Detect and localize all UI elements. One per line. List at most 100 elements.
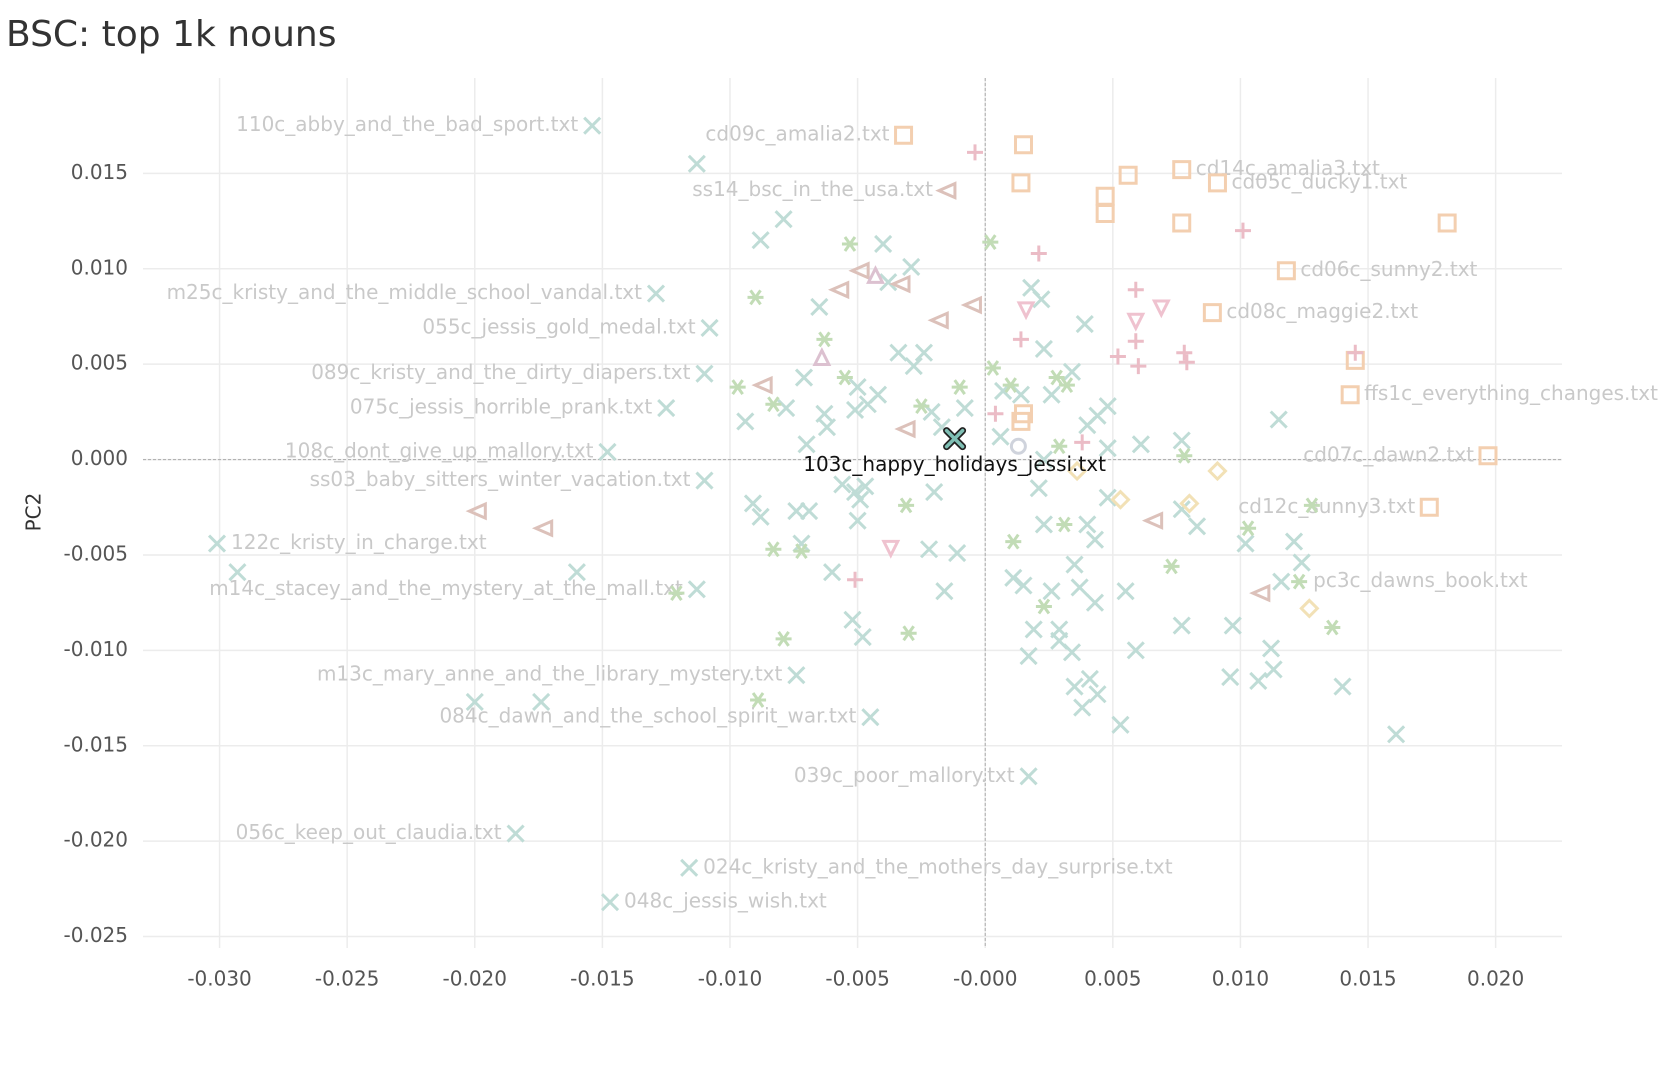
point	[935, 582, 954, 601]
point-label: cd08c_maggie2.txt	[1226, 299, 1418, 323]
point	[845, 400, 865, 420]
point	[1340, 385, 1360, 405]
point	[1292, 553, 1311, 572]
point	[1013, 135, 1033, 155]
point-label: 089c_kristy_and_the_dirty_diapers.txt	[311, 360, 690, 384]
point	[841, 236, 858, 252]
point	[687, 580, 706, 599]
highlight-point	[944, 428, 965, 449]
point	[1095, 203, 1115, 223]
point	[1126, 641, 1145, 660]
point	[1058, 377, 1075, 394]
point	[1019, 767, 1038, 786]
point	[800, 502, 819, 521]
point-label: m13c_mary_anne_and_the_library_mystery.t…	[317, 662, 783, 686]
point-label: 048c_jessis_wish.txt	[624, 889, 827, 913]
point	[657, 399, 676, 418]
point	[687, 154, 706, 173]
point	[848, 511, 867, 530]
point	[792, 534, 811, 553]
point	[1078, 515, 1097, 534]
point-label: 039c_poor_mallory.txt	[794, 763, 1015, 787]
point	[583, 116, 602, 135]
point-label: m14c_stacey_and_the_mystery_at_the_mall.…	[209, 576, 683, 600]
point	[1478, 446, 1498, 466]
point	[817, 418, 837, 437]
point	[898, 497, 915, 514]
point	[879, 273, 898, 292]
point	[743, 494, 763, 513]
point	[1029, 479, 1048, 498]
point	[1249, 671, 1268, 690]
point	[858, 395, 877, 414]
point	[1249, 583, 1271, 603]
point	[902, 257, 921, 276]
point	[531, 518, 554, 538]
point-label: cd06c_sunny2.txt	[1300, 257, 1477, 281]
point-label: 056c_keep_out_claudia.txt	[236, 820, 502, 844]
point	[914, 343, 934, 362]
point	[960, 295, 982, 315]
point	[881, 539, 901, 559]
point	[984, 360, 1001, 376]
point	[1202, 303, 1222, 323]
point-label: cd12c_sunny3.txt	[1238, 494, 1415, 518]
point	[1419, 497, 1439, 517]
y-tick-label: 0.000	[71, 446, 128, 470]
y-tick-label: -0.005	[64, 541, 128, 565]
point	[843, 610, 862, 629]
point	[1034, 515, 1053, 534]
point-label: 108c_dont_give_up_mallory.txt	[285, 438, 594, 462]
point	[751, 375, 773, 395]
point	[874, 234, 893, 254]
point	[1118, 165, 1138, 185]
point	[668, 585, 685, 602]
y-tick-label: -0.020	[64, 828, 128, 852]
x-tick-label: -0.025	[315, 967, 379, 991]
point	[1234, 222, 1251, 239]
point	[1066, 460, 1088, 482]
x-tick-label: 0.005	[1084, 967, 1141, 991]
point	[1172, 160, 1192, 180]
y-axis-title: PC2	[22, 493, 46, 532]
point	[856, 477, 875, 496]
point	[765, 541, 782, 558]
point	[1088, 406, 1107, 425]
point	[750, 692, 767, 708]
point	[889, 343, 908, 362]
point	[1012, 331, 1029, 348]
point	[1178, 354, 1195, 371]
point	[967, 144, 984, 161]
point	[1236, 534, 1255, 553]
y-tick-label: -0.025	[64, 923, 128, 947]
point	[765, 396, 782, 413]
point	[646, 284, 666, 303]
point	[506, 824, 525, 843]
point	[1163, 558, 1180, 575]
point	[1056, 516, 1073, 533]
point	[1035, 598, 1052, 615]
point	[1141, 511, 1164, 530]
x-tick-label: -0.030	[187, 967, 251, 991]
point	[1187, 517, 1207, 536]
point	[913, 398, 930, 415]
point	[848, 261, 870, 280]
point	[1303, 497, 1320, 514]
point	[812, 347, 832, 366]
point-label: pc3c_dawns_book.txt	[1313, 568, 1528, 592]
point	[833, 475, 852, 494]
point	[1080, 669, 1099, 689]
point	[1221, 668, 1240, 687]
y-tick-label: 0.005	[71, 351, 128, 375]
point	[894, 125, 914, 145]
point	[751, 507, 770, 526]
x-tick-label: -0.010	[698, 967, 762, 991]
point	[848, 378, 867, 397]
point	[1109, 348, 1126, 365]
point-label: ss14_bsc_in_the_usa.txt	[692, 177, 933, 201]
point	[1347, 344, 1364, 361]
x-tick-label: -0.005	[825, 967, 889, 991]
point	[955, 399, 974, 418]
point	[680, 858, 699, 877]
